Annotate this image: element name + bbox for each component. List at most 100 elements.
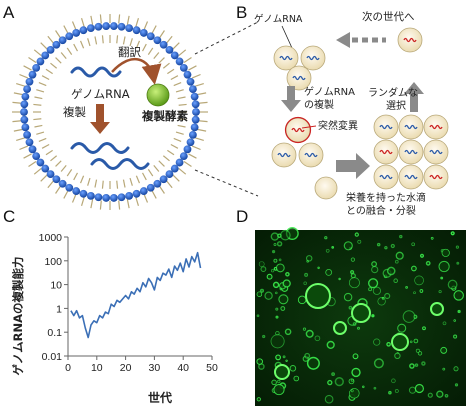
lipid-tail	[45, 68, 53, 75]
membrane-bead	[189, 85, 197, 94]
droplet	[408, 386, 417, 394]
droplet	[381, 296, 385, 300]
lipid-tail	[41, 143, 50, 149]
lipid-tail	[118, 200, 121, 210]
membrane-bead	[109, 22, 118, 30]
droplet	[390, 243, 395, 249]
lipid-tail	[129, 177, 133, 186]
droplet	[306, 356, 320, 370]
droplet	[441, 248, 450, 257]
droplet	[324, 236, 328, 240]
replicated-rna-strand	[90, 158, 150, 170]
x-tick-label: 20	[120, 362, 132, 374]
lipid-tail	[47, 180, 55, 189]
lipid-tail	[99, 14, 102, 24]
lipid-tail	[175, 89, 184, 93]
droplet	[275, 315, 279, 319]
droplet	[413, 338, 419, 344]
lipid-tail	[101, 35, 104, 44]
lipid-tail	[34, 124, 43, 128]
membrane-bead	[58, 36, 67, 45]
lipid-tail	[23, 153, 32, 159]
droplet	[394, 389, 399, 393]
membrane-bead	[159, 40, 168, 49]
b-genome-label: ゲノムRNA	[254, 13, 303, 25]
mutant-rna-icon	[429, 124, 443, 130]
lipid-tail	[40, 42, 48, 50]
droplet	[419, 289, 424, 293]
membrane-bead	[86, 24, 95, 33]
mutant-rna-icon	[403, 37, 417, 43]
lipid-tail	[170, 75, 179, 81]
membrane-bead	[23, 130, 31, 139]
droplet	[415, 348, 420, 353]
rna-icon	[429, 149, 443, 155]
lipid-tail	[80, 196, 85, 206]
membrane-bead	[72, 187, 81, 195]
y-tick-label: 10	[50, 280, 62, 292]
droplet	[273, 384, 285, 396]
membrane-bead	[159, 175, 168, 184]
membrane-bead	[72, 29, 81, 37]
droplet	[430, 236, 434, 240]
fusion-label-1: 栄養を持った水滴	[346, 191, 426, 204]
mutation-marker-icon	[284, 116, 312, 144]
membrane-bead	[36, 57, 45, 66]
droplet	[273, 258, 278, 263]
droplet	[305, 255, 313, 262]
droplet-icon	[314, 176, 338, 200]
fusion-label-2: との融合・分裂	[346, 204, 416, 217]
lipid-tail	[116, 180, 119, 189]
b-genome-pointer	[281, 25, 293, 49]
droplet	[373, 338, 381, 346]
membrane-bead	[25, 138, 34, 147]
lipid-tail	[55, 57, 62, 64]
large-droplet	[351, 303, 371, 323]
droplet	[262, 334, 266, 339]
droplet	[411, 242, 416, 247]
droplet	[331, 372, 335, 376]
lipid-tail	[55, 30, 62, 39]
large-droplet	[391, 333, 409, 351]
panel-a: A 翻訳 ゲノムRNA 複製酵素 複製	[3, 3, 208, 210]
membrane-bead	[28, 145, 37, 154]
droplet	[402, 310, 416, 323]
membrane-bead	[36, 158, 45, 167]
droplet	[259, 288, 265, 293]
membrane-bead	[183, 145, 192, 154]
droplet	[282, 279, 291, 288]
droplet	[270, 232, 279, 241]
next-generation-label: 次の世代へ	[362, 10, 415, 23]
droplet	[440, 276, 444, 280]
lipid-tail	[198, 101, 208, 104]
membrane-bead	[41, 164, 50, 173]
droplet	[256, 397, 261, 402]
droplet	[351, 367, 361, 378]
droplet	[409, 340, 413, 344]
membrane-bead	[94, 193, 103, 202]
mutation-pointer	[301, 125, 317, 129]
droplet	[275, 263, 285, 273]
droplet	[327, 379, 333, 386]
droplet	[271, 379, 277, 386]
droplet	[453, 290, 464, 301]
membrane-bead	[139, 29, 148, 37]
membrane-bead	[139, 187, 148, 195]
lipid-tail	[99, 200, 102, 210]
droplet	[371, 265, 379, 274]
droplet	[324, 394, 334, 404]
droplet	[391, 378, 396, 384]
lipid-tail	[50, 155, 58, 162]
membrane-bead	[186, 138, 195, 147]
rna-icon	[292, 75, 306, 81]
lipid-tail	[33, 49, 42, 57]
droplet	[442, 367, 446, 371]
lipid-tail	[94, 36, 98, 45]
droplet	[278, 258, 282, 262]
lipid-tail	[13, 128, 23, 132]
lipid-tail	[63, 190, 69, 199]
genome-rna-label: ゲノムRNA	[71, 87, 130, 101]
droplet	[314, 335, 321, 342]
membrane-bead	[192, 108, 200, 116]
random-selection-label-2: 選択	[386, 99, 406, 112]
